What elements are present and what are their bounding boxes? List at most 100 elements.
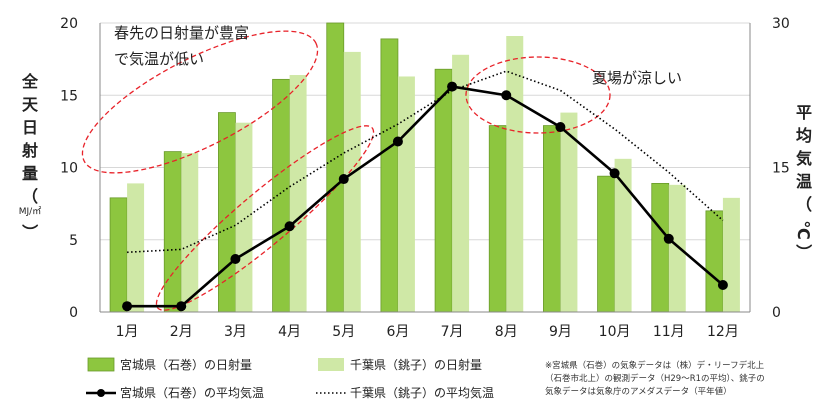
point-ishinomaki-temp <box>609 168 620 179</box>
bar-ishinomaki-radiation <box>109 197 128 313</box>
axes <box>99 23 751 313</box>
bar-ishinomaki-radiation <box>597 175 615 313</box>
bars <box>109 22 740 313</box>
bar-choshi-radiation <box>289 75 307 313</box>
bar-ishinomaki-radiation <box>326 22 345 313</box>
x-tick-label: 1月 <box>116 324 139 340</box>
point-ishinomaki-temp <box>555 122 566 133</box>
y-left-tick-label: 15 <box>60 88 78 104</box>
y-left-tick-label: 20 <box>60 16 78 32</box>
y-right-label-char: 温 <box>795 172 812 191</box>
x-tick-label: 3月 <box>224 324 247 340</box>
y-right-label-char: 平 <box>796 103 812 122</box>
y-left-tick-label: 5 <box>69 233 78 249</box>
y-right-label-char: （ <box>796 195 812 214</box>
point-ishinomaki-temp <box>392 136 403 147</box>
x-tick-label: 12月 <box>707 324 739 340</box>
bar-choshi-radiation <box>235 122 253 312</box>
point-ishinomaki-temp <box>717 280 728 291</box>
footnote-line2: （石巻市北上）の観測データ（H29～R1の平均）、銚子の <box>545 373 765 384</box>
y-right-tick-label: 0 <box>772 305 781 321</box>
bar-choshi-radiation <box>614 158 632 312</box>
gridlines <box>100 22 750 241</box>
y-left-tick-label: 0 <box>69 305 78 321</box>
bar-ishinomaki-radiation <box>434 68 453 313</box>
lines <box>122 70 728 312</box>
point-ishinomaki-temp <box>663 233 674 244</box>
y-left-label-char: 天 <box>22 95 39 114</box>
bar-choshi-radiation <box>127 183 145 312</box>
y-right-label: 平均気温 （ ℃ ） <box>794 103 813 260</box>
bar-ishinomaki-radiation <box>488 125 507 313</box>
annotation-ellipses <box>81 30 611 311</box>
annotation-ellipse-3 <box>465 56 611 134</box>
x-tick-label: 9月 <box>549 324 572 340</box>
bar-ishinomaki-radiation <box>705 210 724 313</box>
y-right-tick-label: 15 <box>772 161 790 177</box>
footnote: ※宮城県（石巻）の気象データは（株）デ・リーフデ北上 （石巻市北上）の観測データ… <box>545 360 765 397</box>
bar-ishinomaki-radiation <box>543 125 561 313</box>
legend: 宮城県（石巻）の日射量 千葉県（銚子）の日射量 宮城県（石巻）の平均気温 千葉県… <box>86 357 494 400</box>
y-left-unit: MJ/㎡ <box>19 206 41 217</box>
point-ishinomaki-temp <box>501 90 512 101</box>
x-tick-label: 8月 <box>495 324 518 340</box>
bar-ishinomaki-radiation <box>380 38 399 313</box>
y-left-close-paren: ） <box>20 224 39 240</box>
bar-choshi-radiation <box>343 51 361 313</box>
x-tick-label: 10月 <box>599 324 631 340</box>
y-left-label-char: （ <box>22 187 38 206</box>
bar-choshi-radiation <box>397 76 415 312</box>
legend-label-choshi-radiation: 千葉県（銚子）の日射量 <box>350 357 482 372</box>
point-ishinomaki-temp <box>338 174 349 185</box>
y-left-tick-label: 10 <box>60 161 78 177</box>
annotation-ellipse-1 <box>81 30 319 174</box>
y-left-label-char: 量 <box>22 164 38 183</box>
annotation-spring-line1: 春先の日射量が豊富 <box>114 24 249 42</box>
legend-label-ishinomaki-radiation: 宮城県（石巻）の日射量 <box>120 357 252 372</box>
bar-choshi-radiation <box>506 36 524 312</box>
y-right-label-char: 均 <box>796 126 812 145</box>
x-tick-label: 4月 <box>278 324 301 340</box>
y-left-label-char: 日 <box>22 118 38 137</box>
x-tick-label: 11月 <box>653 324 685 340</box>
point-ishinomaki-temp <box>447 81 458 92</box>
line-ishinomaki-temp <box>127 85 724 308</box>
bar-ishinomaki-radiation <box>272 78 290 313</box>
footnote-line1: ※宮城県（石巻）の気象データは（株）デ・リーフデ北上 <box>545 360 765 371</box>
line-choshi-temp <box>127 70 724 254</box>
x-tick-label: 7月 <box>441 324 464 340</box>
legend-label-choshi-temp: 千葉県（銚子）の平均気温 <box>350 385 494 400</box>
legend-marker-ishinomaki-temp <box>97 389 105 397</box>
bar-choshi-radiation <box>560 112 578 312</box>
y-right-label-char: 気 <box>796 149 812 168</box>
footnote-line3: 気象データは気象庁のアメダスデータ（平年値） <box>545 386 732 397</box>
bar-choshi-radiation <box>181 153 199 312</box>
legend-swatch-choshi-radiation <box>318 358 344 371</box>
legend-label-ishinomaki-temp: 宮城県（石巻）の平均気温 <box>120 385 264 400</box>
bar-ishinomaki-radiation <box>218 112 236 313</box>
bar-choshi-radiation <box>668 184 686 312</box>
legend-swatch-ishinomaki-radiation <box>87 357 115 372</box>
point-ishinomaki-temp <box>176 301 187 312</box>
bar-ishinomaki-radiation <box>651 182 670 313</box>
x-tick-label: 5月 <box>332 324 355 340</box>
tick-labels: 0 5 10 15 20 0 15 30 1月 2月 3月 4月 5月 6月 7月 8月 9月 10月 11月 12月 <box>60 16 790 340</box>
bar-ishinomaki-radiation <box>163 151 182 313</box>
point-ishinomaki-temp <box>122 301 133 312</box>
y-right-close-paren: ） <box>794 244 813 260</box>
x-tick-label: 6月 <box>386 324 409 340</box>
y-right-unit: ℃ <box>794 220 813 239</box>
point-ishinomaki-temp <box>230 254 241 265</box>
y-left-label-char: 射 <box>21 141 38 160</box>
y-right-tick-label: 30 <box>772 16 790 32</box>
y-left-label-char: 全 <box>21 72 39 91</box>
x-tick-label: 2月 <box>170 324 193 340</box>
annotation-ellipse-2 <box>155 125 375 311</box>
annotation-summer: 夏場が涼しい <box>592 69 682 87</box>
bar-choshi-radiation <box>722 197 740 312</box>
point-ishinomaki-temp <box>284 221 295 232</box>
bar-choshi-radiation <box>452 54 470 312</box>
annotation-spring-line2: で気温が低い <box>114 50 204 68</box>
